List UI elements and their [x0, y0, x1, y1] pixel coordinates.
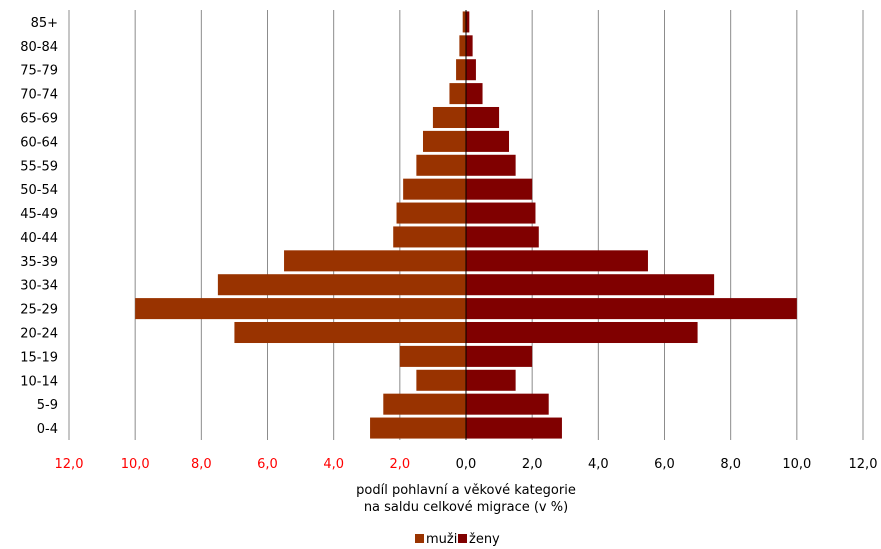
bar-zeny-85+ — [466, 11, 470, 33]
y-tick-label: 40-44 — [20, 231, 58, 246]
x-axis-title-line-1: podíl pohlavní a věkové kategorie — [356, 483, 576, 498]
bar-zeny-30-34 — [466, 274, 715, 296]
y-tick-label: 55-59 — [20, 159, 58, 174]
y-tick-label: 30-34 — [20, 279, 58, 294]
gridlines — [68, 10, 864, 440]
bar-muzi-40-44 — [393, 226, 466, 248]
bar-zeny-45-49 — [466, 202, 536, 224]
x-tick-label: 8,0 — [720, 457, 741, 472]
legend-label-zeny: ženy — [469, 532, 500, 547]
bar-muzi-25-29 — [135, 298, 466, 320]
x-tick-label: 10,0 — [121, 457, 150, 472]
y-tick-label: 25-29 — [20, 303, 58, 318]
y-tick-label: 10-14 — [20, 374, 58, 389]
x-tick-label: 2,0 — [522, 457, 543, 472]
y-tick-label: 65-69 — [20, 112, 58, 127]
bar-zeny-25-29 — [466, 298, 797, 320]
bar-muzi-0-4 — [370, 417, 466, 439]
x-tick-label: 12,0 — [849, 457, 878, 472]
bar-muzi-75-79 — [456, 59, 466, 81]
x-tick-label: 4,0 — [588, 457, 609, 472]
bar-zeny-75-79 — [466, 59, 476, 81]
bar-muzi-5-9 — [383, 393, 466, 415]
x-axis-tick-labels: 12,0 10,0 8,0 6,0 4,0 2,0 0,0 2,0 4,0 6,0 8,0 10,0 1… — [55, 457, 878, 472]
bar-muzi-60-64 — [422, 130, 466, 152]
bar-muzi-20-24 — [234, 321, 466, 344]
bar-zeny-15-19 — [466, 345, 533, 367]
bar-zeny-80-84 — [466, 35, 473, 57]
bar-muzi-70-74 — [449, 83, 466, 105]
y-tick-label: 80-84 — [20, 40, 58, 55]
legend: muži ženy — [415, 532, 500, 547]
x-tick-label: 6,0 — [257, 457, 278, 472]
bar-muzi-45-49 — [396, 202, 466, 224]
bar-zeny-35-39 — [466, 250, 648, 272]
x-tick-label: 6,0 — [654, 457, 675, 472]
bar-zeny-50-54 — [466, 178, 533, 200]
bar-zeny-40-44 — [466, 226, 539, 248]
bar-muzi-80-84 — [459, 35, 466, 57]
x-tick-label: 12,0 — [55, 457, 84, 472]
legend-label-muzi: muži — [426, 532, 457, 547]
bar-muzi-30-34 — [217, 274, 466, 296]
y-tick-label: 85+ — [31, 16, 58, 31]
bar-zeny-10-14 — [466, 369, 516, 391]
bar-muzi-85+ — [462, 11, 466, 33]
legend-swatch-muzi — [415, 534, 424, 543]
bar-zeny-55-59 — [466, 154, 516, 176]
bar-zeny-20-24 — [466, 321, 698, 344]
y-tick-label: 0-4 — [37, 422, 58, 437]
y-tick-label: 15-19 — [20, 350, 58, 365]
legend-swatch-zeny — [458, 534, 467, 543]
y-tick-label: 35-39 — [20, 255, 58, 270]
y-tick-label: 70-74 — [20, 88, 58, 103]
bar-zeny-5-9 — [466, 393, 549, 415]
x-tick-label: 10,0 — [782, 457, 811, 472]
y-tick-label: 60-64 — [20, 135, 58, 150]
bar-muzi-35-39 — [284, 250, 466, 272]
bar-zeny-70-74 — [466, 83, 483, 105]
y-axis-tick-labels: 0-4 5-9 10-14 15-19 20-24 25-29 30-34 35-39 40-4… — [20, 16, 58, 437]
y-tick-label: 5-9 — [37, 398, 58, 413]
bar-muzi-15-19 — [399, 345, 466, 367]
x-tick-label: 8,0 — [191, 457, 212, 472]
x-axis-title-line-2: na saldu celkové migrace (v %) — [364, 500, 568, 515]
y-tick-label: 20-24 — [20, 327, 58, 342]
bar-muzi-65-69 — [432, 106, 466, 129]
x-tick-label: 0,0 — [456, 457, 477, 472]
y-tick-label: 50-54 — [20, 183, 58, 198]
x-tick-label: 4,0 — [323, 457, 344, 472]
bar-muzi-10-14 — [416, 369, 466, 391]
x-tick-label: 2,0 — [389, 457, 410, 472]
bar-muzi-50-54 — [403, 178, 466, 200]
bar-zeny-60-64 — [466, 130, 510, 152]
bar-zeny-65-69 — [466, 106, 500, 129]
bars — [135, 11, 797, 439]
bar-muzi-55-59 — [416, 154, 466, 176]
y-tick-label: 75-79 — [20, 64, 58, 79]
y-tick-label: 45-49 — [20, 207, 58, 222]
bar-zeny-0-4 — [466, 417, 562, 439]
